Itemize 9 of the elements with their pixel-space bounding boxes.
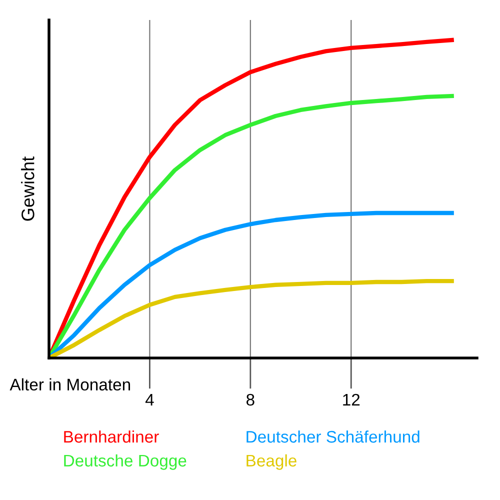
y-axis-title: Gewicht [21, 156, 34, 221]
x-axis-title: Alter in Monaten [10, 378, 130, 391]
text: Beagle [246, 454, 296, 470]
text: Deutsche Dogge [64, 454, 186, 470]
x-tick-label: 8 [246, 394, 254, 406]
x-tick-label: 4 [145, 394, 154, 406]
x-tick-label: 12 [343, 394, 360, 406]
text: Bernhardiner [64, 430, 159, 443]
text: Deutscher Schäferhund [246, 430, 420, 443]
